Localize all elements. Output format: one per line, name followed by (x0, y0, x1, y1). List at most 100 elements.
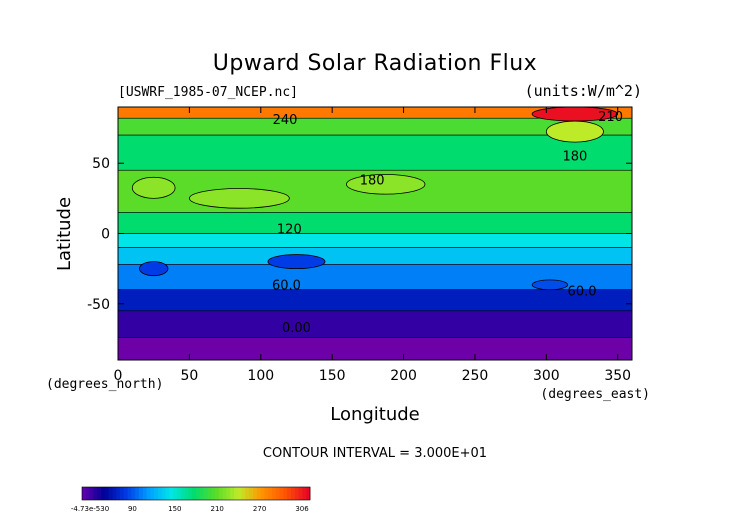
contour-label: 180 (360, 173, 385, 188)
colorbar-swatch (207, 487, 212, 500)
y-axis-label: Latitude (54, 197, 75, 271)
colorbar-swatch (264, 487, 269, 500)
colorbar-tick-label: 210 (211, 505, 224, 513)
colorbar-swatch (173, 487, 178, 500)
contour-label: 0.00 (282, 321, 311, 336)
colorbar-swatch (306, 487, 311, 500)
plot-area: 240 210 180 180 120 60.0 60.0 0.00 (118, 107, 632, 360)
colorbar-swatch (283, 487, 288, 500)
x-tick-label: 150 (319, 368, 346, 384)
colorbar-swatch (131, 487, 136, 500)
colorbar-swatch (256, 487, 261, 500)
colorbar-swatch (218, 487, 223, 500)
colorbar-swatch (146, 487, 151, 500)
lat-band (118, 310, 632, 338)
colorbar-swatch (203, 487, 208, 500)
colorbar-swatch (112, 487, 117, 500)
colorbar-swatch (154, 487, 159, 500)
y-unit-label: (degrees_north) (46, 377, 163, 392)
contour-label: 60.0 (272, 279, 301, 294)
colorbar-swatch (211, 487, 216, 500)
colorbar-swatch (97, 487, 102, 500)
colorbar-swatch (127, 487, 132, 500)
contour-patch (346, 174, 426, 195)
x-tick-label: 250 (462, 368, 489, 384)
colorbar-swatch (245, 487, 250, 500)
colorbar-swatch (177, 487, 182, 500)
colorbar-swatch (199, 487, 204, 500)
colorbar-swatch (275, 487, 280, 500)
colorbar-swatch (222, 487, 227, 500)
colorbar-swatch (169, 487, 174, 500)
x-tick-label: 350 (604, 368, 631, 384)
colorbar-swatch (120, 487, 125, 500)
colorbar-swatch (101, 487, 106, 500)
colorbar-swatch (82, 487, 87, 500)
chart-title: Upward Solar Radiation Flux (213, 51, 537, 76)
colorbar-swatch (279, 487, 284, 500)
lat-band (118, 134, 632, 171)
colorbar-swatch (294, 487, 299, 500)
colorbar-swatch (298, 487, 303, 500)
x-tick-label: 0 (114, 368, 123, 384)
colorbar-swatch (272, 487, 277, 500)
lat-band (118, 247, 632, 265)
y-axis: -50 0 50 (87, 156, 632, 313)
contour-patch (531, 279, 569, 291)
colorbar-swatch (188, 487, 193, 500)
colorbar-swatch (291, 487, 296, 500)
x-tick-label: 200 (390, 368, 417, 384)
x-axis: 0 50 100 150 200 250 300 350 (114, 107, 631, 384)
colorbar-swatch (226, 487, 231, 500)
colorbar-swatch (249, 487, 254, 500)
colorbar-swatch (180, 487, 185, 500)
y-tick-label: -50 (87, 297, 110, 313)
colorbar-swatch (108, 487, 113, 500)
contour-label: 240 (273, 113, 298, 128)
colorbar-swatch (268, 487, 273, 500)
colorbar-swatch (89, 487, 94, 500)
x-tick-label: 300 (533, 368, 560, 384)
lat-band (118, 233, 632, 248)
colorbar (81, 486, 311, 501)
colorbar-frame (81, 486, 311, 501)
colorbar-tick-labels: -4.73e-530 90 150 210 270 306 (71, 505, 309, 513)
colorbar-swatch (184, 487, 189, 500)
colorbar-swatch (116, 487, 121, 500)
lat-band (118, 212, 632, 234)
x-tick-label: 50 (180, 368, 198, 384)
colorbar-swatch (161, 487, 166, 500)
file-label: [USWRF_1985-07_NCEP.nc] (118, 85, 298, 100)
contour-patch (188, 188, 290, 209)
colorbar-tick-label: 306 (295, 505, 309, 513)
colorbar-tick-label: 270 (253, 505, 266, 513)
colorbar-swatch (196, 487, 201, 500)
lat-band (118, 289, 632, 312)
contour-label: 180 (562, 149, 587, 164)
colorbar-swatch (192, 487, 197, 500)
colorbar-swatch (237, 487, 242, 500)
contour-patch (267, 254, 326, 270)
colorbar-swatch (104, 487, 109, 500)
colorbar-tick-label: 90 (128, 505, 137, 513)
colorbar-tick-label: 150 (168, 505, 181, 513)
lat-band (118, 337, 632, 360)
colorbar-swatch (287, 487, 292, 500)
colorbar-swatch (215, 487, 220, 500)
contour-patch (545, 120, 604, 143)
colorbar-swatch (85, 487, 90, 500)
y-tick-label: 0 (101, 227, 110, 243)
colorbar-swatch (158, 487, 163, 500)
colorbar-swatch (142, 487, 147, 500)
contour-label: 120 (277, 223, 302, 238)
colorbar-swatch (139, 487, 144, 500)
colorbar-swatch (123, 487, 128, 500)
colorbar-swatch (241, 487, 246, 500)
y-tick-label: 50 (92, 156, 110, 172)
colorbar-swatch (150, 487, 155, 500)
x-tick-label: 100 (247, 368, 274, 384)
x-axis-label: Longitude (330, 404, 420, 425)
colorbar-swatch (230, 487, 235, 500)
colorbar-swatch (260, 487, 265, 500)
contour-label: 210 (598, 110, 623, 125)
